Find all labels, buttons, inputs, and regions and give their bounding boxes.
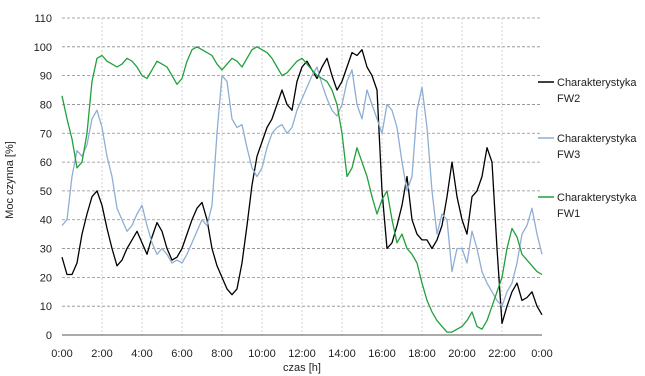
y-tick-label: 30 (40, 244, 52, 256)
series-line-2 (61, 66, 543, 307)
x-tick-label: 16:00 (368, 348, 396, 360)
vertical-gridlines (101, 18, 503, 335)
y-tick-label: 20 (40, 272, 52, 284)
x-tick-label: 8:00 (211, 348, 232, 360)
x-tick-label: 22:00 (488, 348, 516, 360)
x-tick-label: 4:00 (131, 348, 152, 360)
y-tick-label: 40 (40, 215, 52, 227)
y-tick-label: 100 (34, 42, 52, 54)
legend: Charakterystyka FW2 Charakterystyka FW3 Char… (538, 77, 637, 220)
x-tick-label: 18:00 (408, 348, 436, 360)
x-tick-label: 0:00 (531, 348, 552, 360)
x-tick-label: 6:00 (171, 348, 192, 360)
series-line-1 (61, 49, 543, 325)
x-tick-label: 2:00 (91, 348, 112, 360)
x-axis-ticks: 0:00 2:00 4:00 6:00 8:00 10:00 12:00 14:00 16:00… (51, 348, 552, 360)
legend-label-3: Charakterystyka FW1 (557, 192, 637, 220)
legend-label-2: Charakterystyka FW3 (557, 133, 637, 161)
y-tick-label: 110 (34, 13, 52, 25)
series-line-3 (61, 46, 543, 333)
series-lines (61, 46, 543, 333)
y-tick-label: 60 (40, 157, 52, 169)
y-axis-ticks: 0 10 20 30 40 50 60 70 80 90 100 110 (34, 13, 52, 342)
x-tick-label: 12:00 (288, 348, 316, 360)
x-tick-label: 14:00 (328, 348, 356, 360)
x-tick-label: 0:00 (51, 348, 72, 360)
x-tick-label: 20:00 (448, 348, 476, 360)
y-tick-label: 10 (40, 301, 52, 313)
legend-label-1: Charakterystyka FW2 (557, 77, 637, 105)
y-tick-label: 50 (40, 186, 52, 198)
y-axis-title: Moc czynna [%] (4, 141, 16, 219)
y-tick-label: 0 (46, 330, 52, 342)
y-tick-label: 90 (40, 71, 52, 83)
y-tick-label: 70 (40, 128, 52, 140)
x-tick-label: 10:00 (248, 348, 276, 360)
x-axis-title: czas [h] (283, 362, 321, 374)
y-tick-label: 80 (40, 99, 52, 111)
